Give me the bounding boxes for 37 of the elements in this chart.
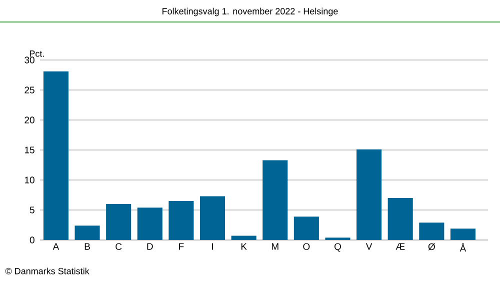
x-tick-label: B: [84, 243, 90, 250]
bar: [294, 216, 319, 240]
bar: [231, 236, 256, 240]
y-tick-label: 0: [30, 236, 34, 244]
x-tick-label: D: [147, 243, 153, 250]
bar: [200, 196, 226, 240]
x-tick-label: M: [272, 243, 278, 250]
bar: [419, 222, 444, 240]
chart-title: Folketingsvalg 1. november 2022 - Helsinge: [162, 8, 338, 16]
bar: [356, 149, 382, 240]
bar: [137, 208, 162, 240]
bar: [262, 160, 288, 240]
bar: [388, 198, 413, 240]
x-tick-label: C: [116, 243, 122, 250]
bar: [43, 71, 68, 240]
y-tick-label: 5: [30, 206, 34, 214]
y-axis-title: Pct.: [30, 50, 44, 57]
x-tick-label: V: [366, 243, 372, 250]
x-tick-label: O: [303, 243, 310, 250]
bar: [74, 226, 100, 240]
y-tick-label: 20: [24, 116, 34, 124]
x-tick-label: F: [179, 243, 184, 250]
x-tick-label: Q: [334, 243, 341, 252]
y-tick-label: 10: [24, 176, 34, 184]
x-tick-label: Æ: [396, 243, 405, 250]
y-tick-label: 30: [24, 56, 34, 64]
bar: [106, 204, 132, 240]
x-tick-label: A: [52, 243, 60, 250]
y-tick-label: 25: [24, 86, 34, 94]
text: © Danmarks Statistik: [5, 268, 90, 274]
bar: [168, 201, 194, 240]
y-tick-label: 15: [24, 146, 34, 154]
bar: [450, 228, 476, 240]
x-tick-label: Å: [460, 243, 466, 252]
x-tick-label: K: [241, 243, 247, 250]
x-tick-label: I: [212, 243, 213, 250]
x-tick-label: Ø: [428, 243, 436, 250]
